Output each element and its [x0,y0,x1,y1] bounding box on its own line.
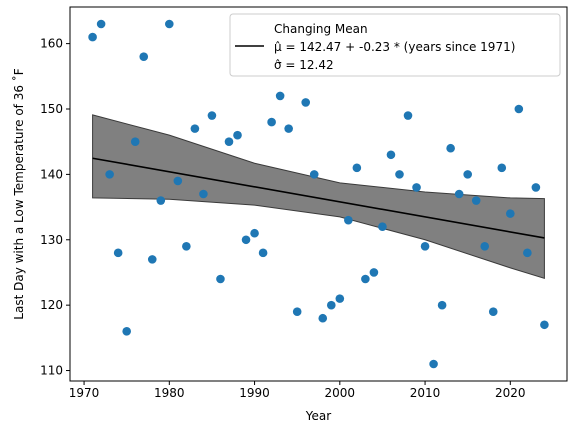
scatter-point [429,359,438,369]
scatter-point [531,183,541,192]
scatter-point [88,32,97,42]
scatter-point [267,117,276,127]
scatter-point [318,313,328,323]
scatter-point [156,196,166,205]
scatter-point [420,242,430,251]
scatter-point [96,19,106,29]
scatter-point [386,150,396,160]
scatter-point [301,98,311,107]
scatter-point [258,248,268,258]
scatter-point [233,130,242,140]
scatter-point [361,274,370,284]
scatter-point [523,248,532,258]
scatter-point [105,170,114,179]
legend: Changing Mean μ̂ = 142.47 + -0.23 * (yea… [229,13,561,77]
scatter-point [514,104,524,114]
x-tick-label: 1990 [239,386,270,400]
scatter-point [113,248,123,258]
scatter-point [292,307,302,316]
y-axis-label: Last Day with a Low Temperature of 36 ˚F [11,68,26,320]
y-tick-label: 110 [40,364,63,378]
scatter-point [369,268,379,277]
y-tick-label: 150 [40,102,63,116]
scatter-point [216,274,225,284]
legend-entry-label: Changing Mean [274,22,368,36]
scatter-point [139,52,149,61]
scatter-point [344,215,353,225]
y-tick-label: 130 [40,233,63,247]
scatter-point [437,300,447,310]
scatter-point [207,111,217,120]
scatter-point [147,255,157,264]
x-tick-label: 1980 [154,386,185,400]
scatter-point [309,170,319,179]
x-tick-label: 2020 [495,386,526,400]
legend-sigma: σ̂ = 12.42 [274,58,334,72]
x-tick-label: 2010 [410,386,441,400]
x-tick-label: 2000 [325,386,356,400]
y-tick-label: 140 [40,167,63,181]
scatter-point [352,163,362,173]
scatter-point [488,307,498,316]
scatter-point [275,91,285,101]
fit-line [92,157,545,239]
scatter-point [471,196,481,205]
y-tick-label: 120 [40,298,63,312]
scatter-point [190,124,200,133]
scatter-point [454,189,464,199]
scatter-point [199,189,208,199]
scatter-point [463,170,472,179]
y-axis: 110 120 130 140 150 160 [40,37,70,378]
legend-box [229,13,561,77]
scatter-point [480,242,490,251]
scatter-point [540,320,549,330]
legend-equation: μ̂ = 142.47 + -0.23 * (years since 1971) [274,40,515,54]
scatter-point [284,124,293,133]
x-axis: 1970 1980 1990 2000 2010 2020 [69,381,526,400]
scatter-point [335,294,345,303]
scatter-point [173,176,183,186]
scatter-point [241,235,251,245]
scatter-point [378,222,387,231]
y-tick-label: 160 [40,37,63,51]
scatter-point [122,327,131,336]
scatter-point [497,163,507,173]
scatter-point [326,300,336,310]
scatter-point [395,170,404,179]
scatter-point [250,228,259,238]
x-axis-label: Year [305,409,331,423]
plot-frame [69,6,568,382]
scatter-point [182,242,191,251]
confidence-band [92,114,545,280]
scatter-point [412,183,421,192]
scatter-point [403,111,413,120]
x-tick-label: 1970 [69,386,100,400]
scatter-point [506,209,515,218]
scatter-point [165,19,174,29]
scatter-point [224,137,234,146]
scatter-point [130,137,140,146]
scatter-point [446,143,455,153]
